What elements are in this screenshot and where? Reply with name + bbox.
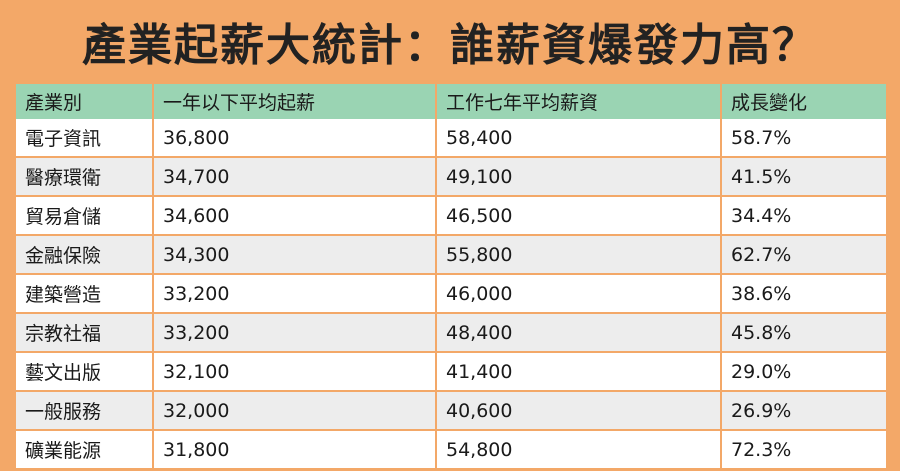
cell-growth: 38.6% bbox=[721, 274, 886, 314]
cell-industry: 建築營造 bbox=[16, 274, 154, 314]
cell-growth: 62.7% bbox=[721, 235, 886, 275]
column-header-industry: 產業別 bbox=[16, 84, 154, 119]
cell-growth: 72.3% bbox=[721, 430, 886, 470]
cell-seven-year-salary: 58,400 bbox=[436, 119, 722, 158]
cell-industry: 藝文出版 bbox=[16, 352, 154, 392]
column-header-seven-year-salary: 工作七年平均薪資 bbox=[436, 84, 722, 119]
table-row: 醫療環衛 34,700 49,100 41.5% bbox=[16, 157, 886, 197]
cell-starting-salary: 33,200 bbox=[153, 274, 437, 314]
table-row: 宗教社福 33,200 48,400 45.8% bbox=[16, 313, 886, 353]
cell-starting-salary: 32,100 bbox=[153, 352, 437, 392]
cell-industry: 一般服務 bbox=[16, 391, 154, 431]
cell-seven-year-salary: 49,100 bbox=[436, 157, 722, 197]
table-row: 礦業能源 31,800 54,800 72.3% bbox=[16, 430, 886, 470]
table-row: 金融保險 34,300 55,800 62.7% bbox=[16, 235, 886, 275]
cell-industry: 宗教社福 bbox=[16, 313, 154, 353]
table-row: 電子資訊 36,800 58,400 58.7% bbox=[16, 119, 886, 158]
cell-industry: 礦業能源 bbox=[16, 430, 154, 470]
cell-growth: 26.9% bbox=[721, 391, 886, 431]
cell-seven-year-salary: 46,000 bbox=[436, 274, 722, 314]
salary-table: 產業別 一年以下平均起薪 工作七年平均薪資 成長變化 電子資訊 36,800 58,… bbox=[16, 84, 886, 470]
cell-seven-year-salary: 41,400 bbox=[436, 352, 722, 392]
table-row: 一般服務 32,000 40,600 26.9% bbox=[16, 391, 886, 431]
cell-starting-salary: 34,300 bbox=[153, 235, 437, 275]
cell-growth: 34.4% bbox=[721, 196, 886, 236]
table-header-row: 產業別 一年以下平均起薪 工作七年平均薪資 成長變化 bbox=[16, 84, 886, 119]
column-header-starting-salary: 一年以下平均起薪 bbox=[153, 84, 437, 119]
cell-growth: 29.0% bbox=[721, 352, 886, 392]
cell-growth: 45.8% bbox=[721, 313, 886, 353]
cell-starting-salary: 32,000 bbox=[153, 391, 437, 431]
table-row: 藝文出版 32,100 41,400 29.0% bbox=[16, 352, 886, 392]
cell-seven-year-salary: 48,400 bbox=[436, 313, 722, 353]
cell-starting-salary: 31,800 bbox=[153, 430, 437, 470]
cell-industry: 醫療環衛 bbox=[16, 157, 154, 197]
table-row: 建築營造 33,200 46,000 38.6% bbox=[16, 274, 886, 314]
cell-growth: 41.5% bbox=[721, 157, 886, 197]
cell-starting-salary: 34,700 bbox=[153, 157, 437, 197]
cell-starting-salary: 34,600 bbox=[153, 196, 437, 236]
cell-starting-salary: 33,200 bbox=[153, 313, 437, 353]
cell-industry: 貿易倉儲 bbox=[16, 196, 154, 236]
cell-industry: 金融保險 bbox=[16, 235, 154, 275]
cell-growth: 58.7% bbox=[721, 119, 886, 158]
page-title: 產業起薪大統計：誰薪資爆發力高？ bbox=[82, 20, 818, 71]
cell-seven-year-salary: 46,500 bbox=[436, 196, 722, 236]
cell-industry: 電子資訊 bbox=[16, 119, 154, 158]
table-row: 貿易倉儲 34,600 46,500 34.4% bbox=[16, 196, 886, 236]
table-body: 電子資訊 36,800 58,400 58.7% 醫療環衛 34,700 49,100 41.… bbox=[16, 119, 886, 470]
column-header-growth: 成長變化 bbox=[721, 84, 886, 119]
cell-seven-year-salary: 55,800 bbox=[436, 235, 722, 275]
cell-starting-salary: 36,800 bbox=[153, 119, 437, 158]
cell-seven-year-salary: 54,800 bbox=[436, 430, 722, 470]
cell-seven-year-salary: 40,600 bbox=[436, 391, 722, 431]
